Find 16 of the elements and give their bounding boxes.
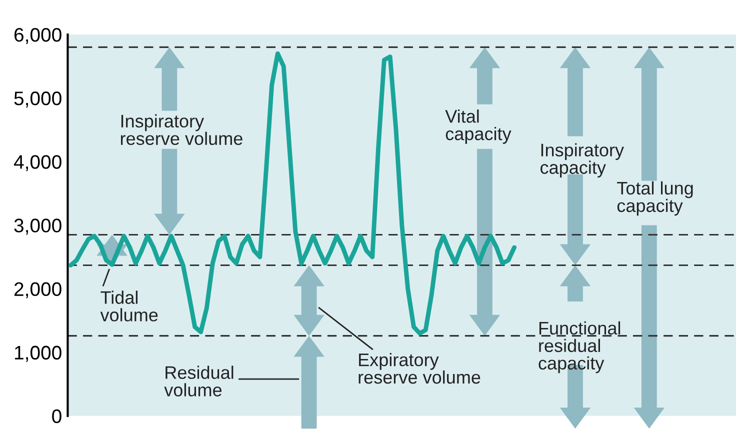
line-series: [68, 51, 517, 336]
text: Total lung capacity: [617, 181, 693, 216]
y-tick-label: 0: [52, 409, 62, 424]
annotation: Expiratory reserve volume: [358, 352, 480, 384]
annotation: Vital capacity: [445, 110, 512, 144]
text: Inspiratory capacity: [540, 143, 624, 178]
annotation: Tidal volume: [100, 290, 158, 322]
annotation: Inspiratory reserve volume: [120, 114, 242, 146]
y-tick-label: 5,000: [14, 92, 62, 108]
y-tick-label: 1,000: [14, 346, 62, 362]
y-tick-label: 4,000: [14, 155, 62, 172]
y-tick-label: 6,000: [14, 28, 62, 44]
text: Functional residual capacity: [538, 321, 620, 374]
annotation: Residual volume: [164, 366, 234, 396]
y-tick-label: 3,000: [14, 218, 62, 235]
y-tick-label: 2,000: [14, 282, 62, 298]
